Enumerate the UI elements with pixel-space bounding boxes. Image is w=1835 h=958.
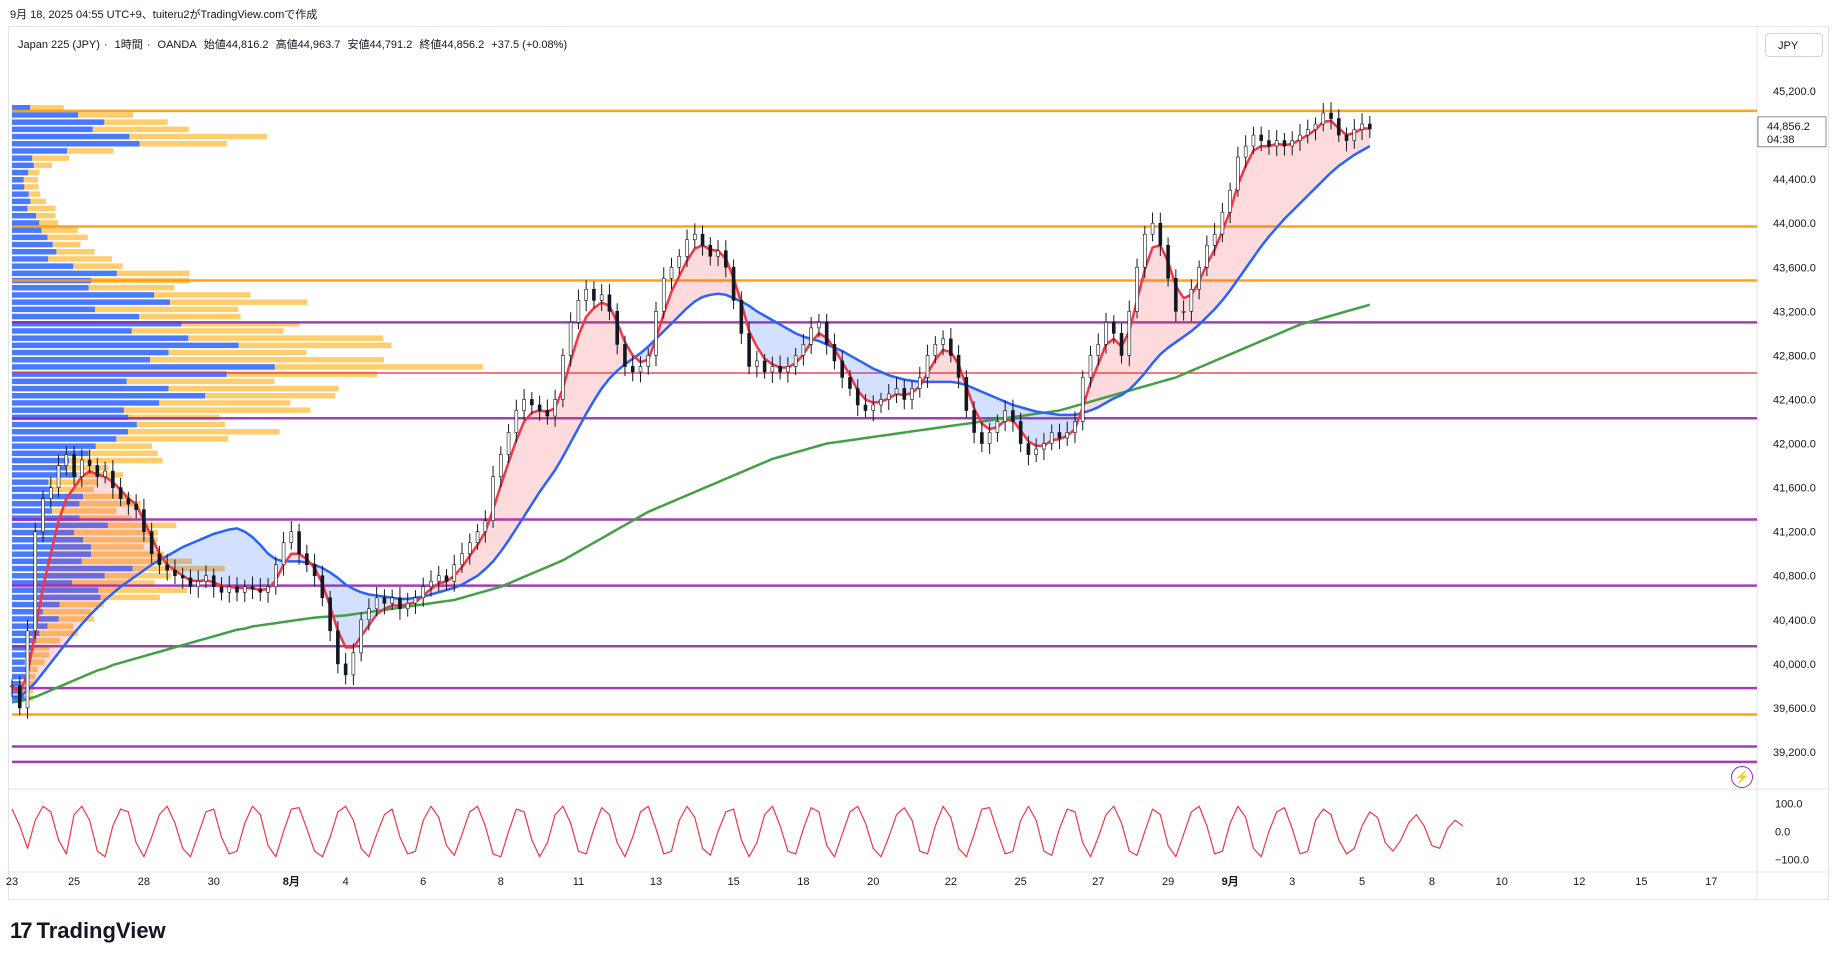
legend-open: 始値44,816.2: [203, 39, 269, 51]
brand-name: TradingView: [36, 918, 166, 943]
tradingview-mark-icon: 17: [10, 918, 33, 943]
chart-caption: 9月 18, 2025 04:55 UTC+9、tuiteru2がTrading…: [10, 9, 318, 21]
legend-source: OANDA: [157, 39, 197, 51]
legend-low: 安値44,791.2: [347, 39, 413, 51]
legend-high: 高値44,963.7: [275, 39, 341, 51]
alert-bolt-icon[interactable]: ⚡: [1731, 766, 1753, 788]
currency-button[interactable]: JPY: [1765, 33, 1823, 57]
legend-close: 終値44,856.2: [419, 39, 485, 51]
chart-frame: [8, 26, 1829, 900]
legend-symbol[interactable]: Japan 225 (JPY): [18, 39, 100, 51]
legend-interval[interactable]: 1時間: [114, 39, 143, 51]
tradingview-logo[interactable]: 17 TradingView: [10, 918, 166, 944]
symbol-legend: Japan 225 (JPY) · 1時間 · OANDA 始値44,816.2 高…: [18, 39, 568, 51]
legend-change: +37.5 (+0.08%): [491, 39, 568, 51]
